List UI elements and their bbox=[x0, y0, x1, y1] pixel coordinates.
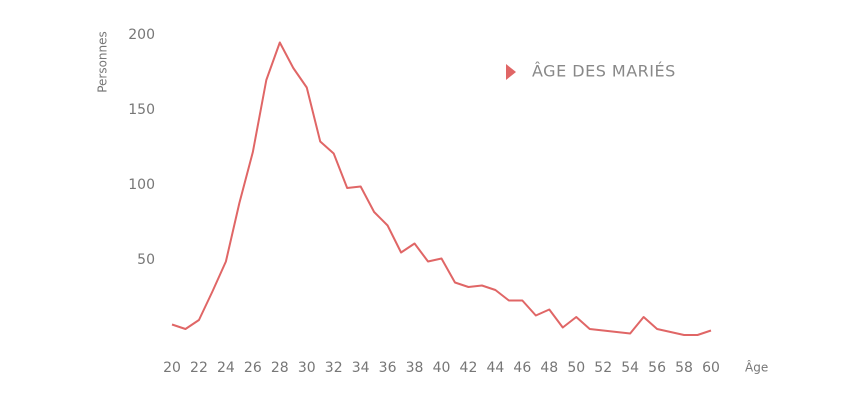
x-tick-label: 50 bbox=[567, 360, 585, 376]
x-tick-label: 32 bbox=[325, 360, 343, 376]
y-tick-label: 100 bbox=[128, 177, 155, 193]
x-tick-label: 38 bbox=[406, 360, 424, 376]
x-tick-label: 42 bbox=[460, 360, 478, 376]
x-tick-label: 24 bbox=[217, 360, 235, 376]
x-tick-label: 48 bbox=[540, 360, 558, 376]
x-axis-label: Âge bbox=[745, 360, 768, 375]
y-tick-label: 150 bbox=[128, 102, 155, 118]
y-tick-label: 50 bbox=[137, 252, 155, 268]
x-tick-label: 44 bbox=[486, 360, 504, 376]
x-tick-label: 26 bbox=[244, 360, 262, 376]
x-tick-label: 22 bbox=[190, 360, 208, 376]
x-tick-label: 34 bbox=[352, 360, 370, 376]
x-tick-label: 20 bbox=[163, 360, 181, 376]
y-axis-label: Personnes bbox=[96, 31, 110, 93]
x-tick-label: 60 bbox=[702, 360, 720, 376]
x-tick-label: 58 bbox=[675, 360, 693, 376]
x-tick-label: 56 bbox=[648, 360, 666, 376]
x-tick-label: 54 bbox=[621, 360, 639, 376]
x-tick-label: 30 bbox=[298, 360, 316, 376]
legend-label: ÂGE DES MARIÉS bbox=[532, 62, 676, 81]
x-tick-label: 28 bbox=[271, 360, 289, 376]
x-tick-label: 36 bbox=[379, 360, 397, 376]
data-line bbox=[171, 41, 712, 336]
y-tick-label: 200 bbox=[128, 27, 155, 43]
x-tick-label: 46 bbox=[513, 360, 531, 376]
x-tick-label: 40 bbox=[433, 360, 451, 376]
x-tick-label: 52 bbox=[594, 360, 612, 376]
legend-marker bbox=[506, 64, 516, 80]
